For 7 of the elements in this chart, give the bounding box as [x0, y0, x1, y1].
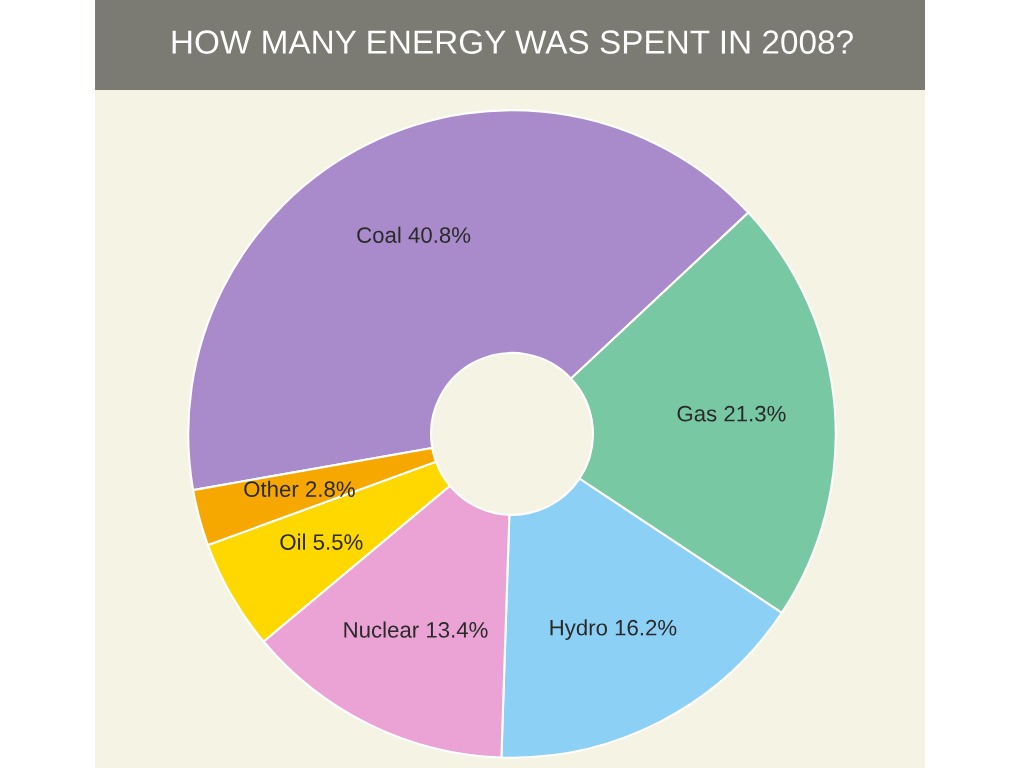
slice-label: Nuclear 13.4%	[344, 621, 488, 638]
chart-title: HOW MANY ENERGY WAS SPENT IN 2008?	[172, 30, 853, 54]
slice-label: Coal 40.8%	[357, 226, 471, 243]
slice-label: Oil 5.5%	[280, 533, 363, 550]
slice-label: Gas 21.3%	[677, 405, 786, 422]
slice-label: Other 2.8%	[244, 480, 355, 498]
slice-label: Hydro 16.2%	[550, 619, 677, 640]
